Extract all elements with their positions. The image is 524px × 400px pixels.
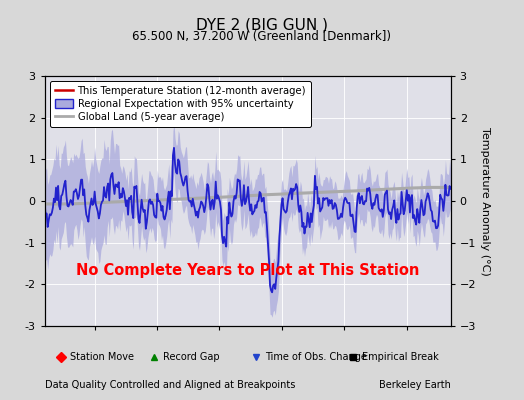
Text: Time of Obs. Change: Time of Obs. Change xyxy=(265,352,366,362)
Text: Record Gap: Record Gap xyxy=(163,352,220,362)
Text: DYE 2 (BIG GUN ): DYE 2 (BIG GUN ) xyxy=(196,18,328,33)
Y-axis label: Temperature Anomaly (°C): Temperature Anomaly (°C) xyxy=(481,127,490,275)
Text: Data Quality Controlled and Aligned at Breakpoints: Data Quality Controlled and Aligned at B… xyxy=(45,380,295,390)
Text: Empirical Break: Empirical Break xyxy=(362,352,439,362)
Text: No Complete Years to Plot at This Station: No Complete Years to Plot at This Statio… xyxy=(76,264,419,278)
Text: Station Move: Station Move xyxy=(70,352,134,362)
Legend: This Temperature Station (12-month average), Regional Expectation with 95% uncer: This Temperature Station (12-month avera… xyxy=(50,81,311,127)
Text: 65.500 N, 37.200 W (Greenland [Denmark]): 65.500 N, 37.200 W (Greenland [Denmark]) xyxy=(133,30,391,43)
Text: Berkeley Earth: Berkeley Earth xyxy=(379,380,451,390)
